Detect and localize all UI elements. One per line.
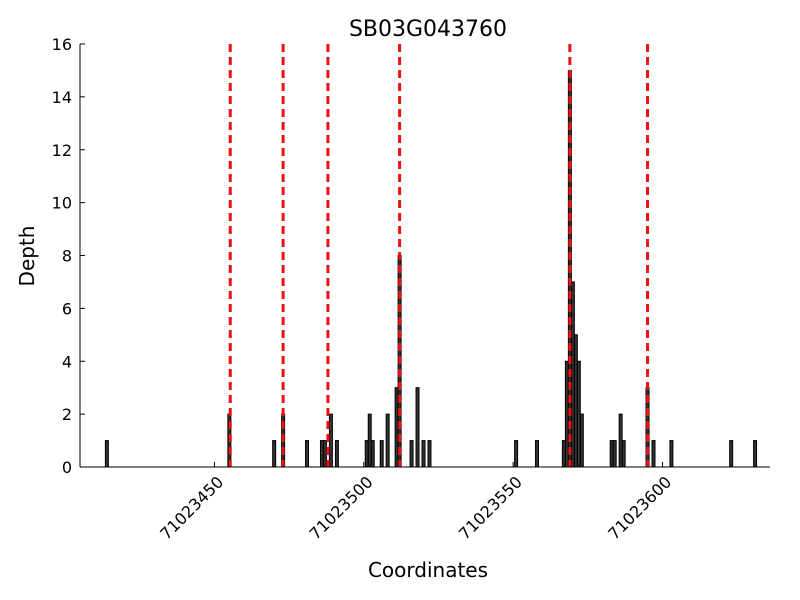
bar [427,440,432,468]
y-tick-label: 2 [62,405,72,424]
x-tick-label: 71023600 [604,472,675,543]
bar [421,440,426,468]
bar [272,440,277,468]
y-tick-label: 8 [62,247,72,266]
bar [385,413,390,468]
bar [409,440,414,468]
y-tick-label: 16 [52,35,72,54]
y-tick-label: 6 [62,299,72,318]
bar [729,440,734,468]
chart-title: SB03G043760 [349,17,507,42]
y-tick-label: 4 [62,352,72,371]
bar [104,440,109,468]
bar [379,440,384,468]
bar [328,413,333,468]
bar [753,440,758,468]
bar [651,440,656,468]
bar [415,387,420,468]
bar [669,440,674,468]
y-tick-label: 0 [62,458,72,477]
bar [612,440,617,468]
bar [535,440,540,468]
bar [322,440,327,468]
bar [370,440,375,468]
bar [514,440,519,468]
bar [334,440,339,468]
bar [579,413,584,468]
y-tick-label: 10 [52,194,72,213]
bar [621,440,626,468]
x-tick-label: 71023450 [156,472,227,543]
y-axis-label: Depth [15,226,39,287]
y-tick-label: 14 [52,88,72,107]
x-tick-label: 71023550 [455,472,526,543]
x-tick-label: 71023500 [306,472,377,543]
y-tick-label: 12 [52,141,72,160]
bar [305,440,310,468]
x-axis-label: Coordinates [368,558,488,582]
